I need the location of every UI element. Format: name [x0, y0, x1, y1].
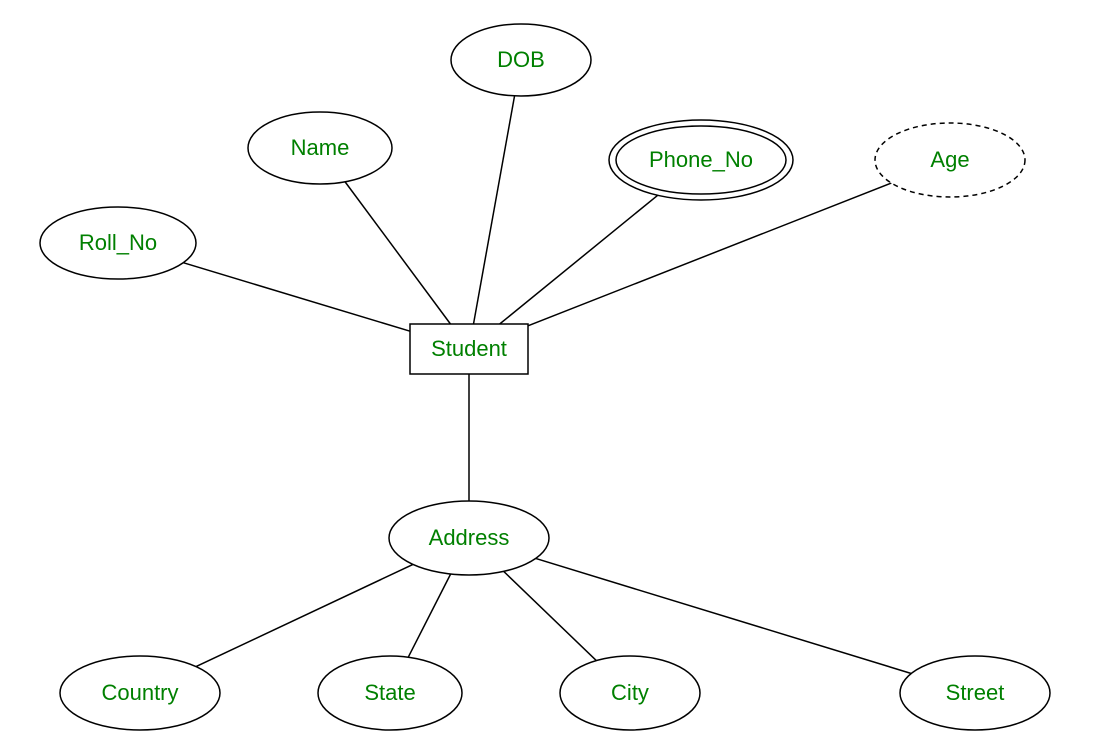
node-name: Name [248, 112, 392, 184]
node-country: Country [60, 656, 220, 730]
edge-address-city [504, 571, 597, 660]
node-city: City [560, 656, 700, 730]
edge-student-phone_no [500, 195, 658, 324]
node-age: Age [875, 123, 1025, 197]
node-label-street: Street [946, 680, 1005, 705]
node-label-country: Country [101, 680, 178, 705]
node-label-dob: DOB [497, 47, 545, 72]
node-label-student: Student [431, 336, 507, 361]
node-street: Street [900, 656, 1050, 730]
node-label-age: Age [930, 147, 969, 172]
node-state: State [318, 656, 462, 730]
node-label-state: State [364, 680, 415, 705]
node-student: Student [410, 324, 528, 374]
nodes-layer: Student Roll_No Name DOB Phone_No Age Address C… [40, 24, 1050, 730]
edge-student-age [528, 183, 891, 326]
node-label-roll_no: Roll_No [79, 230, 157, 255]
node-phone_no: Phone_No [609, 120, 793, 200]
edge-student-dob [473, 96, 514, 324]
node-label-name: Name [291, 135, 350, 160]
node-label-address: Address [429, 525, 510, 550]
edge-student-roll_no [183, 263, 410, 331]
edges-layer [183, 96, 911, 674]
node-dob: DOB [451, 24, 591, 96]
edge-address-country [196, 564, 413, 666]
node-label-phone_no: Phone_No [649, 147, 753, 172]
edge-address-state [408, 574, 450, 657]
node-label-city: City [611, 680, 649, 705]
edge-student-name [345, 182, 450, 324]
node-roll_no: Roll_No [40, 207, 196, 279]
node-address: Address [389, 501, 549, 575]
er-diagram: Student Roll_No Name DOB Phone_No Age Address C… [0, 0, 1112, 753]
